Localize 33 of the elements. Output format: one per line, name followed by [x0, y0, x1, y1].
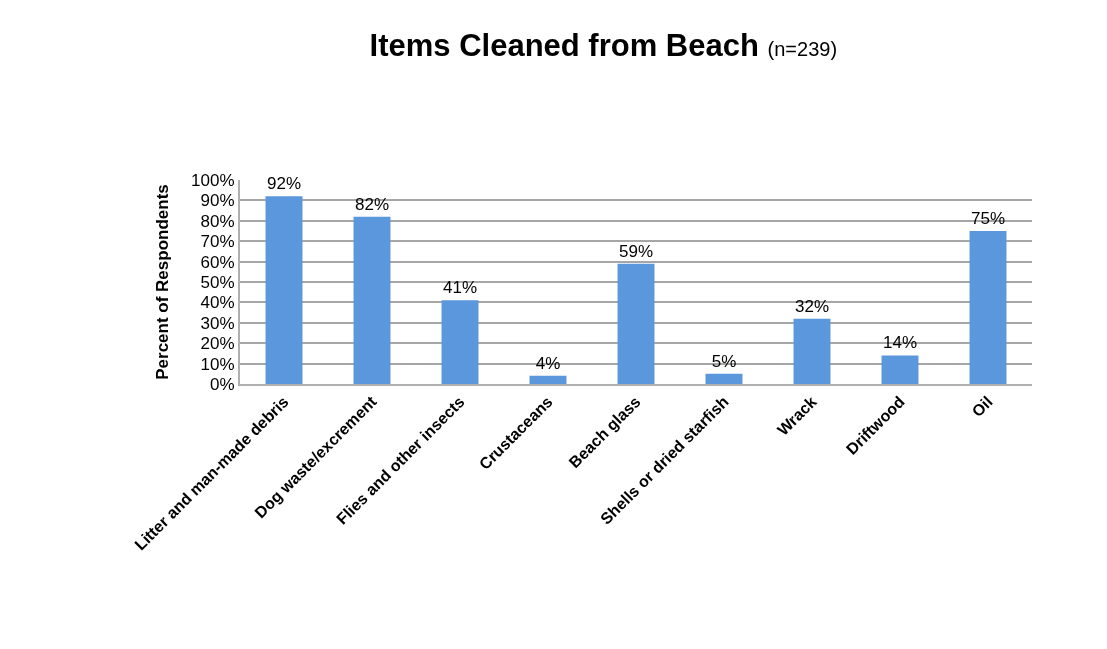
bar [969, 231, 1007, 384]
data-label: 92% [266, 174, 302, 194]
y-tick-label: 60% [200, 252, 235, 272]
y-tick-label: 100% [191, 170, 235, 190]
data-label: 5% [711, 351, 737, 371]
bar [617, 263, 655, 384]
y-tick-label: 30% [200, 313, 235, 333]
y-axis-title: Percent of Respondents [153, 184, 173, 380]
data-label: 32% [794, 296, 830, 316]
y-tick-label: 90% [200, 191, 235, 211]
y-tick-label: 0% [210, 374, 235, 394]
chart-subtitle: (n=239) [767, 38, 838, 61]
data-label: 75% [970, 209, 1006, 228]
data-label: 82% [354, 194, 390, 214]
y-tick-label: 70% [200, 232, 235, 252]
data-label: 59% [618, 241, 654, 261]
y-tick-label: 10% [200, 354, 235, 374]
y-tick-label: 20% [200, 334, 235, 354]
bar [353, 216, 391, 384]
bar [705, 373, 743, 384]
y-tick-label: 80% [200, 211, 235, 231]
bar [793, 318, 831, 384]
bar [881, 355, 919, 384]
bar [441, 300, 479, 384]
y-tick-label: 40% [200, 293, 235, 313]
y-tick-label: 50% [200, 272, 235, 292]
data-label: 4% [535, 353, 561, 373]
bar [265, 196, 303, 384]
bar [529, 375, 567, 384]
x-tick-label: Oil [968, 392, 996, 421]
data-label: 41% [442, 278, 478, 298]
data-label: 14% [882, 333, 918, 353]
chart-title: Items Cleaned from Beach [369, 28, 759, 64]
